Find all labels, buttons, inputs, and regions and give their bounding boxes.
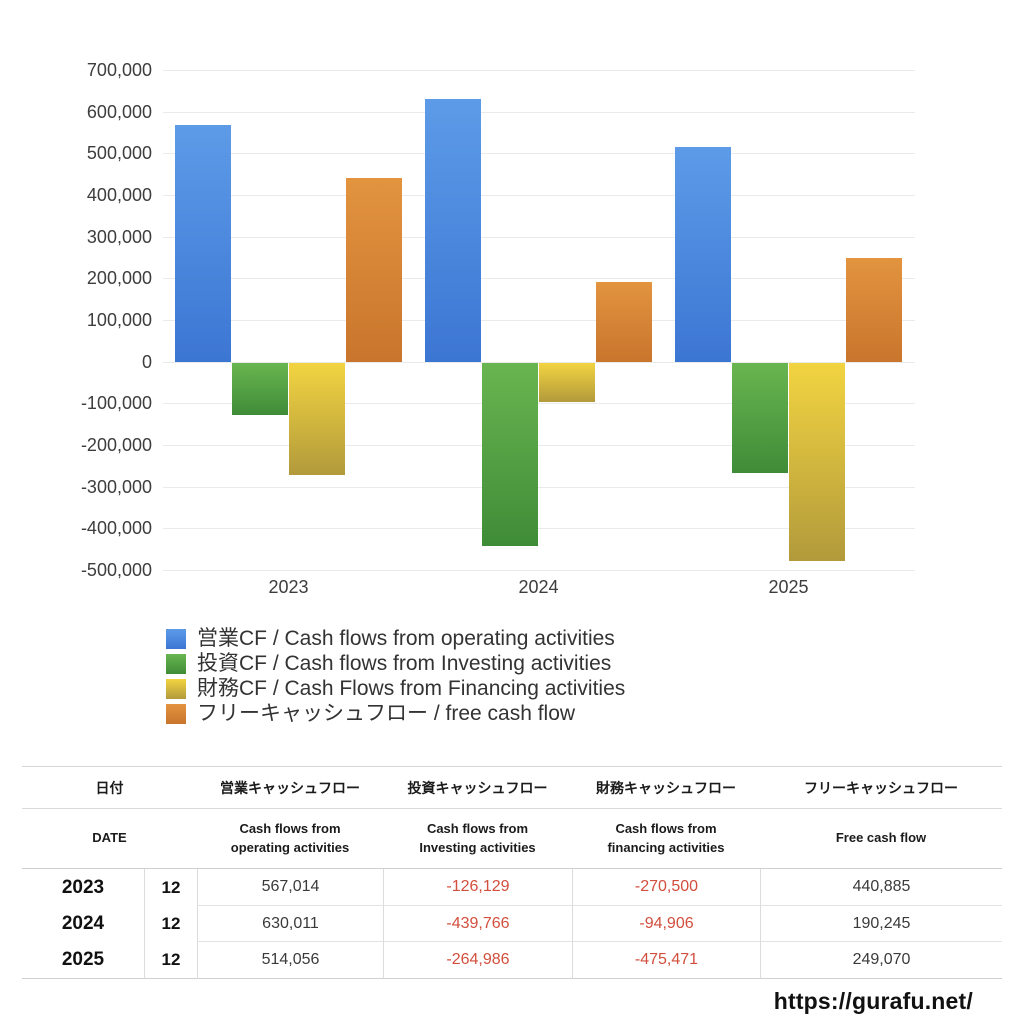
header-fcf-en: Free cash flow [760,809,1002,869]
header-financing-en: Cash flows from financing activities [572,809,760,869]
gridline [163,403,915,405]
row-year: 2023 [61,876,105,898]
y-axis-tick-label: -100,000 [80,393,152,414]
row-year: 2025 [22,942,144,979]
y-axis-tick-label: 500,000 [86,143,152,164]
legend-item-free-cash-flow: フリーキャッシュフロー / free cash flow [166,701,625,726]
y-axis-tick-label: -500,000 [80,560,152,580]
bar-financing-2025 [789,362,845,561]
legend-swatch-icon [166,628,186,649]
y-axis-tick-label: 600,000 [86,101,152,122]
legend-item-operating: 営業CF / Cash flows from operating activit… [166,626,625,651]
legend-label: 財務CF / Cash Flows from Financing activit… [197,677,626,700]
header-financing-jp: 財務キャッシュフロー [572,767,760,809]
legend-swatch-icon [166,703,186,724]
row-value: -126,129 [383,869,572,906]
gridline [163,570,915,571]
row-value: -439,766 [383,906,572,942]
legend-item-financing: 財務CF / Cash Flows from Financing activit… [166,676,625,701]
row-value: -270,500 [572,869,760,906]
cashflow-bar-chart: 700,000 600,000 500,000 400,000 300,000 200,0… [80,60,915,597]
row-month: 12 [144,906,197,942]
gridline [163,236,915,238]
bar-investing-2023 [232,362,288,416]
bar-financing-2024 [539,362,595,403]
y-axis-tick-label: 200,000 [86,268,152,289]
gridline [163,153,915,155]
gridline [163,486,915,488]
bar-free-cash-flow-2025 [846,257,902,362]
header-investing-jp: 投資キャッシュフロー [383,767,572,809]
legend-label: フリーキャッシュフロー / free cash flow [197,702,576,725]
legend-swatch-icon [166,653,186,674]
site-url[interactable]: https://gurafu.net/ [773,988,973,1014]
gridline [163,70,915,71]
gridline [163,528,915,530]
gridline [163,278,915,280]
x-axis-tick-label: 2025 [768,577,809,597]
row-value: -475,471 [572,942,760,979]
gridline [163,195,915,196]
row-value: -264,986 [383,942,572,979]
bar-operating-2025 [675,147,731,362]
legend-swatch-icon [166,678,186,699]
row-value: 567,014 [197,869,383,906]
gridline [163,361,915,363]
x-axis-tick-label: 2024 [518,577,559,597]
y-axis-tick-label: 700,000 [86,60,152,80]
y-axis-tick-label: 400,000 [86,185,152,205]
row-value: -94,906 [572,906,760,942]
row-month: 12 [144,869,197,906]
bar-free-cash-flow-2024 [596,282,652,362]
y-axis-tick-label: -200,000 [80,435,152,455]
gridline [163,320,915,321]
header-operating-en: Cash flows from operating activities [197,809,383,869]
bar-operating-2023 [175,125,231,362]
legend-label: 営業CF / Cash flows from operating activit… [197,627,615,650]
bar-operating-2024 [425,99,481,362]
header-investing-en: Cash flows from Investing activities [383,809,572,869]
y-axis-tick-label: -400,000 [80,518,152,539]
row-value: 440,885 [760,869,1002,906]
gridline [163,111,915,113]
cashflow-table: 日付 営業キャッシュフロー 投資キャッシュフロー 財務キャッシュフロー フリーキャッシュ… [22,766,1002,979]
y-axis-tick-label: 0 [141,351,152,372]
bar-investing-2024 [482,362,538,546]
row-value: 514,056 [197,942,383,979]
y-axis-tick-label: 100,000 [86,310,152,330]
legend-label: 投資CF / Cash flows from Investing activit… [197,652,612,675]
bar-investing-2025 [732,362,788,474]
bar-free-cash-flow-2023 [346,177,402,362]
chart-legend: 営業CF / Cash flows from operating activit… [166,626,625,726]
y-axis-tick-label: 300,000 [86,226,152,247]
header-operating-jp: 営業キャッシュフロー [197,767,383,809]
row-value: 249,070 [760,942,1002,979]
gridline [163,445,915,446]
header-date-jp: 日付 [22,767,197,809]
y-axis-tick-label: -300,000 [80,476,152,497]
x-axis-tick-label: 2023 [268,577,309,597]
header-fcf-jp: フリーキャッシュフロー [760,767,1002,809]
row-month: 12 [144,942,197,979]
header-date-en: DATE [22,809,197,869]
row-value: 190,245 [760,906,1002,942]
bar-financing-2023 [289,362,345,476]
row-year: 2024 [61,913,105,934]
row-value: 630,011 [197,906,383,942]
legend-item-investing: 投資CF / Cash flows from Investing activit… [166,651,625,676]
